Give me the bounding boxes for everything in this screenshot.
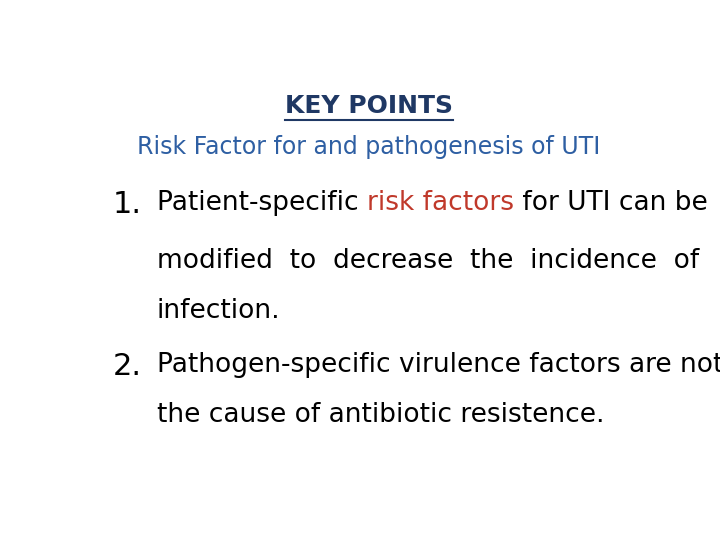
Text: 1.: 1. (112, 190, 141, 219)
Text: modified  to  decrease  the  incidence  of: modified to decrease the incidence of (157, 248, 699, 274)
Text: Risk Factor for and pathogenesis of UTI: Risk Factor for and pathogenesis of UTI (138, 136, 600, 159)
Text: risk factors: risk factors (367, 190, 514, 215)
Text: the cause of antibiotic resistence.: the cause of antibiotic resistence. (157, 402, 605, 428)
Text: Pathogen-specific virulence factors are not: Pathogen-specific virulence factors are … (157, 352, 720, 377)
Text: Patient-specific: Patient-specific (157, 190, 367, 215)
Text: KEY POINTS: KEY POINTS (285, 94, 453, 118)
Text: 2.: 2. (112, 352, 141, 381)
Text: for UTI can be: for UTI can be (514, 190, 708, 215)
Text: infection.: infection. (157, 298, 281, 323)
